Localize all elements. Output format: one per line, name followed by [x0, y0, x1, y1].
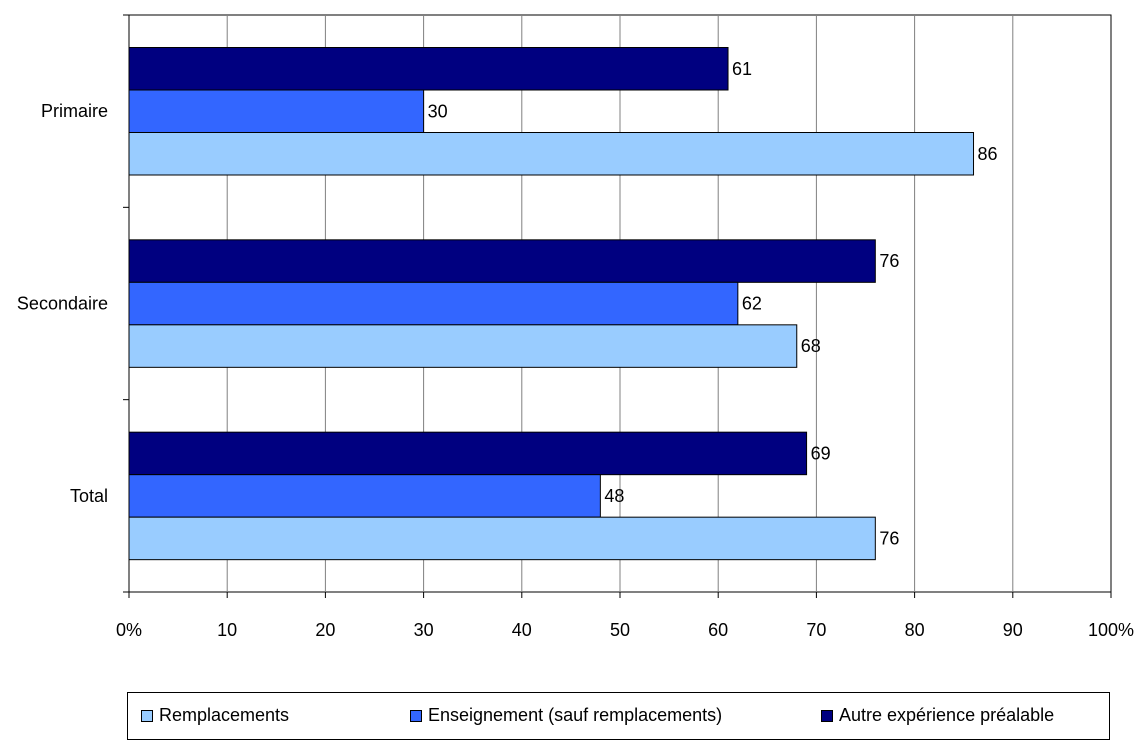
- legend-item-enseignement: Enseignement (sauf remplacements): [410, 705, 722, 726]
- legend-swatch-enseignement: [410, 709, 422, 722]
- x-tick-label: 40: [512, 620, 532, 640]
- data-label: 30: [428, 101, 448, 121]
- x-tick-label: 20: [315, 620, 335, 640]
- bar: [128, 239, 876, 283]
- legend-item-remplacements: Remplacements: [141, 705, 289, 726]
- bar: [128, 132, 975, 176]
- bar: [128, 431, 808, 476]
- x-tick-label: 80: [905, 620, 925, 640]
- bar: [128, 516, 876, 561]
- bar: [128, 47, 729, 91]
- x-tick-label: 100%: [1088, 620, 1134, 640]
- legend-swatch-remplacements: [141, 709, 153, 722]
- bar: [128, 89, 425, 133]
- bar: [128, 281, 739, 326]
- x-tick-label: 70: [806, 620, 826, 640]
- data-label: 61: [732, 59, 752, 79]
- data-label: 76: [879, 251, 899, 271]
- data-label: 69: [811, 443, 831, 463]
- x-tick-label: 50: [610, 620, 630, 640]
- data-label: 76: [879, 528, 899, 548]
- data-label: 86: [978, 144, 998, 164]
- legend-swatch-autre-experience: [821, 709, 833, 722]
- x-tick-label: 90: [1003, 620, 1023, 640]
- legend: Remplacements Enseignement (sauf remplac…: [127, 692, 1110, 740]
- bar: [128, 324, 798, 368]
- legend-item-autre-experience: Autre expérience préalable: [821, 705, 1054, 726]
- legend-label-autre-experience: Autre expérience préalable: [839, 705, 1055, 725]
- category-label: Primaire: [41, 101, 108, 121]
- bar: [128, 474, 601, 518]
- x-tick-label: 10: [217, 620, 237, 640]
- x-tick-label: 60: [708, 620, 728, 640]
- x-tick-label: 30: [414, 620, 434, 640]
- legend-label-enseignement: Enseignement (sauf remplacements): [428, 705, 723, 725]
- x-tick-label: 0%: [116, 620, 142, 640]
- category-label: Total: [70, 486, 108, 506]
- data-label: 68: [801, 336, 821, 356]
- legend-label-remplacements: Remplacements: [159, 705, 290, 725]
- data-label: 62: [742, 294, 762, 314]
- category-label: Secondaire: [17, 294, 108, 314]
- data-label: 48: [604, 486, 624, 506]
